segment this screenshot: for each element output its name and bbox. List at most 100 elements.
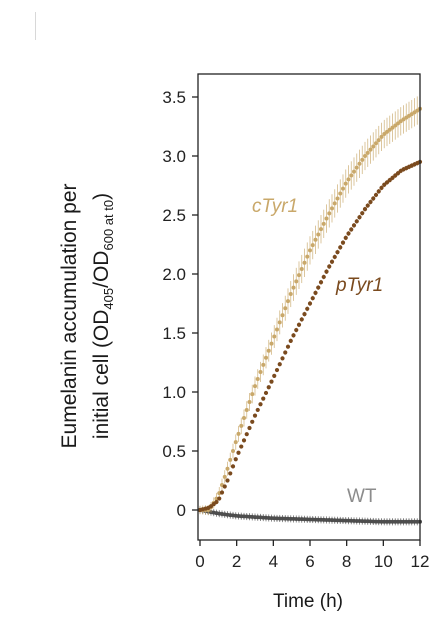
data-point bbox=[261, 396, 266, 401]
data-point bbox=[346, 231, 351, 236]
y-tick-label: 2.0 bbox=[162, 265, 186, 284]
data-point bbox=[225, 466, 230, 471]
data-point bbox=[324, 216, 329, 221]
axis-ticks: 0 0.5 1.0 1.5 2.0 2.5 3.0 3.5 0 2 4 6 8 10 12 bbox=[162, 88, 429, 571]
data-point bbox=[332, 254, 337, 260]
data-point bbox=[313, 290, 318, 295]
data-point bbox=[280, 356, 285, 361]
data-point bbox=[236, 450, 241, 455]
data-point bbox=[341, 186, 345, 191]
data-point bbox=[261, 362, 266, 367]
data-point bbox=[409, 519, 414, 524]
data-point bbox=[299, 266, 304, 271]
data-point bbox=[283, 306, 288, 311]
data-point bbox=[363, 154, 367, 158]
data-point bbox=[371, 144, 376, 149]
data-point bbox=[244, 407, 249, 412]
data-point bbox=[362, 207, 368, 212]
data-point bbox=[368, 199, 373, 205]
data-point bbox=[338, 245, 343, 250]
data-point bbox=[373, 192, 379, 198]
data-point bbox=[231, 449, 235, 453]
data-point bbox=[385, 519, 389, 524]
data-point bbox=[354, 165, 359, 170]
data-point bbox=[302, 312, 307, 317]
data-point bbox=[371, 196, 376, 201]
data-point bbox=[291, 285, 296, 290]
data-point bbox=[351, 223, 357, 228]
y-tick-label: 2.5 bbox=[162, 206, 186, 225]
data-point bbox=[357, 161, 362, 166]
data-point bbox=[332, 201, 337, 206]
data-point bbox=[340, 240, 346, 245]
data-point bbox=[222, 484, 227, 489]
data-point bbox=[319, 227, 323, 232]
data-point bbox=[310, 243, 315, 248]
data-point bbox=[357, 215, 362, 220]
data-point bbox=[228, 471, 233, 476]
data-point bbox=[247, 400, 252, 405]
data-point bbox=[396, 121, 400, 126]
data-point bbox=[233, 440, 238, 445]
data-point bbox=[321, 274, 326, 280]
data-point bbox=[228, 457, 233, 462]
data-point bbox=[343, 181, 348, 186]
data-point bbox=[302, 260, 307, 265]
x-tick-label: 10 bbox=[374, 552, 393, 571]
data-point bbox=[264, 355, 268, 360]
data-point bbox=[368, 147, 373, 152]
data-point bbox=[283, 350, 288, 355]
y-tick-label: 3.5 bbox=[162, 88, 186, 107]
data-point bbox=[398, 519, 403, 524]
data-point bbox=[335, 250, 340, 255]
data-point bbox=[330, 206, 334, 211]
data-point bbox=[376, 189, 381, 194]
data-point bbox=[255, 407, 260, 413]
data-point bbox=[308, 248, 312, 253]
data-point bbox=[225, 478, 230, 483]
data-point bbox=[280, 313, 285, 318]
data-point bbox=[346, 177, 351, 182]
data-point bbox=[390, 125, 395, 130]
data-point bbox=[307, 301, 313, 306]
data-point bbox=[379, 134, 384, 139]
data-point bbox=[222, 474, 227, 479]
data-point bbox=[255, 377, 260, 382]
data-point bbox=[239, 423, 244, 428]
data-point bbox=[387, 519, 392, 524]
data-point bbox=[390, 175, 395, 180]
data-point bbox=[277, 320, 282, 325]
data-point bbox=[349, 227, 354, 232]
data-point bbox=[258, 369, 263, 374]
data-point bbox=[272, 373, 277, 378]
data-point bbox=[277, 362, 282, 367]
series-layer bbox=[197, 94, 423, 526]
y-axis-title-line2: initial cell (OD405/OD600 at t0) bbox=[90, 193, 116, 439]
data-point bbox=[266, 348, 271, 353]
data-point bbox=[305, 306, 310, 311]
data-point bbox=[236, 431, 241, 436]
page-edge-mark bbox=[35, 12, 36, 40]
data-point bbox=[384, 180, 390, 185]
data-point bbox=[288, 292, 293, 297]
data-point bbox=[327, 264, 332, 269]
data-point bbox=[247, 425, 252, 431]
data-point bbox=[244, 432, 249, 437]
data-point bbox=[379, 185, 384, 190]
y-tick-label: 1.5 bbox=[162, 324, 186, 343]
data-point bbox=[321, 221, 326, 226]
data-point bbox=[401, 519, 406, 524]
y-tick-label: 1.0 bbox=[162, 383, 186, 402]
y-axis-title-line1: Eumelanin accumulation per bbox=[58, 184, 81, 449]
x-tick-label: 2 bbox=[232, 552, 241, 571]
data-point bbox=[327, 211, 332, 216]
data-point bbox=[266, 385, 271, 390]
data-point bbox=[239, 444, 244, 449]
data-point bbox=[329, 259, 335, 264]
data-point bbox=[387, 178, 392, 183]
data-point bbox=[365, 203, 370, 208]
data-point bbox=[242, 415, 246, 420]
data-point bbox=[253, 384, 257, 389]
series-label-wt: WT bbox=[347, 486, 377, 507]
